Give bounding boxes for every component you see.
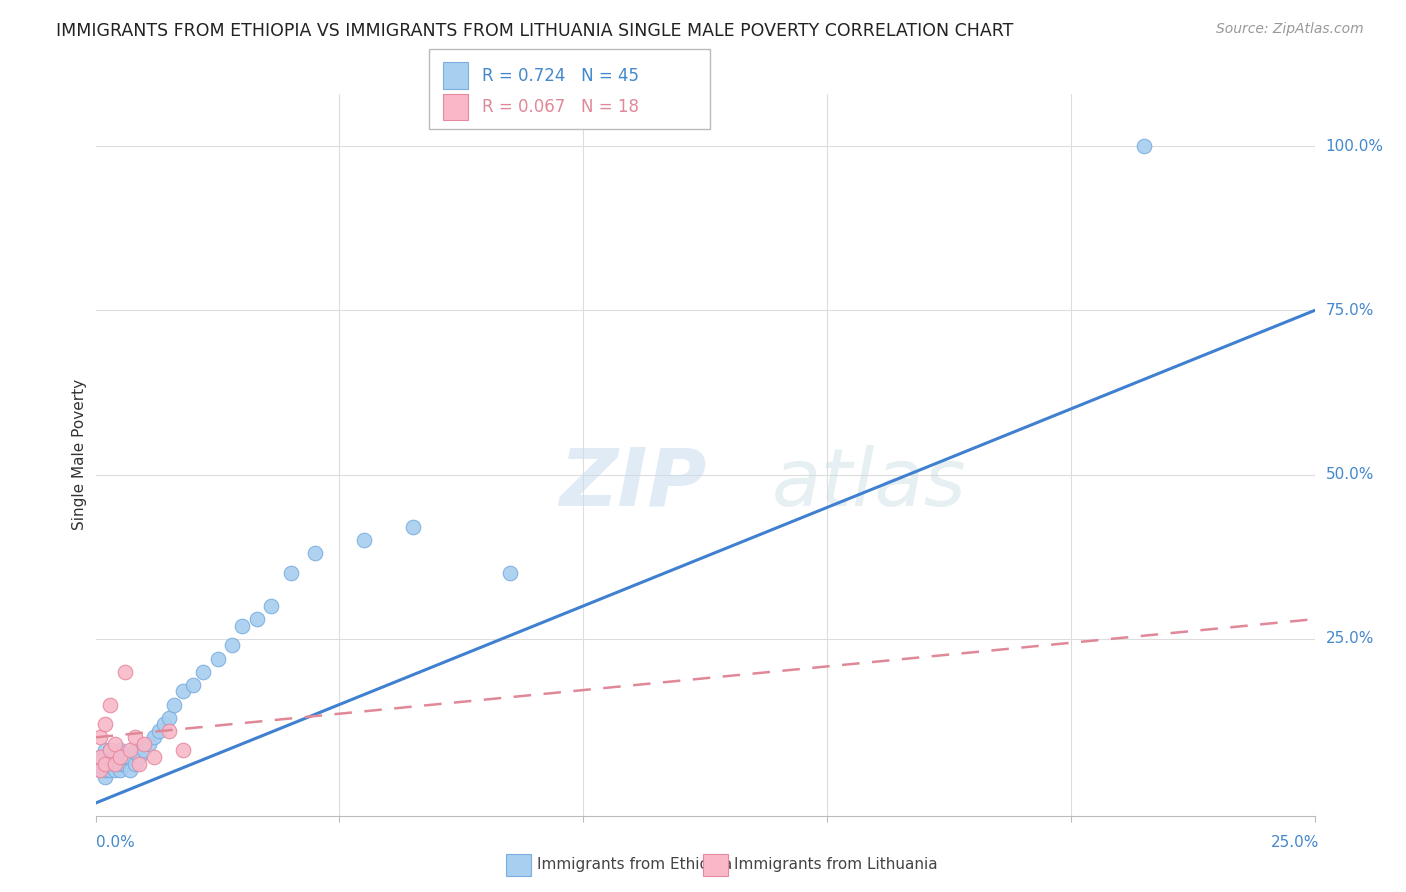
Point [207, 651, 229, 665]
Point [143, 750, 166, 764]
Point [118, 763, 141, 777]
Point [157, 711, 180, 725]
Point [94, 763, 117, 777]
Point [1133, 139, 1156, 153]
Point [108, 750, 131, 764]
Point [138, 737, 160, 751]
Point [98, 750, 121, 764]
Point [124, 756, 146, 771]
Point [104, 737, 127, 751]
Point [124, 731, 146, 745]
Point [89, 731, 111, 745]
Point [221, 639, 243, 653]
Point [104, 756, 127, 771]
Point [134, 743, 156, 757]
Point [89, 763, 111, 777]
Point [94, 756, 117, 771]
Text: Immigrants from Lithuania: Immigrants from Lithuania [734, 857, 938, 871]
Point [172, 743, 194, 757]
Text: 0.0%: 0.0% [96, 836, 135, 850]
Point [401, 520, 423, 534]
Point [134, 737, 156, 751]
Point [108, 756, 131, 771]
Point [157, 723, 180, 738]
Point [114, 665, 136, 679]
Point [172, 684, 194, 698]
Point [124, 743, 146, 757]
Point [280, 566, 302, 581]
Point [118, 743, 141, 757]
Point [89, 750, 111, 764]
Text: 100.0%: 100.0% [1326, 139, 1384, 153]
Point [231, 618, 253, 632]
Text: ZIP: ZIP [558, 445, 706, 523]
Point [181, 678, 204, 692]
Point [162, 698, 184, 712]
Point [89, 756, 111, 771]
Point [153, 717, 176, 731]
Point [128, 750, 150, 764]
Point [108, 743, 131, 757]
Point [94, 743, 117, 757]
Point [143, 731, 166, 745]
Point [98, 756, 121, 771]
Point [104, 750, 127, 764]
Point [98, 763, 121, 777]
Point [114, 750, 136, 764]
Text: R = 0.067   N = 18: R = 0.067 N = 18 [482, 98, 640, 116]
Point [94, 756, 117, 771]
Text: R = 0.724   N = 45: R = 0.724 N = 45 [482, 67, 640, 85]
Point [118, 750, 141, 764]
Point [94, 770, 117, 784]
Point [104, 763, 127, 777]
Text: 75.0%: 75.0% [1326, 303, 1374, 318]
Point [353, 533, 375, 548]
Point [148, 723, 170, 738]
Point [98, 743, 121, 757]
Text: IMMIGRANTS FROM ETHIOPIA VS IMMIGRANTS FROM LITHUANIA SINGLE MALE POVERTY CORREL: IMMIGRANTS FROM ETHIOPIA VS IMMIGRANTS F… [56, 22, 1014, 40]
Text: 25.0%: 25.0% [1326, 632, 1374, 647]
Point [260, 599, 283, 613]
Point [89, 763, 111, 777]
Text: Immigrants from Ethiopia: Immigrants from Ethiopia [537, 857, 733, 871]
Text: atlas: atlas [772, 445, 967, 523]
Point [94, 717, 117, 731]
Text: 25.0%: 25.0% [1271, 836, 1319, 850]
Point [304, 546, 326, 560]
Point [89, 750, 111, 764]
Point [108, 763, 131, 777]
Point [191, 665, 214, 679]
Point [104, 756, 127, 771]
Point [499, 566, 522, 581]
Point [98, 698, 121, 712]
Point [245, 612, 267, 626]
Point [98, 743, 121, 757]
Text: 50.0%: 50.0% [1326, 467, 1374, 482]
Point [128, 756, 150, 771]
Y-axis label: Single Male Poverty: Single Male Poverty [72, 379, 87, 531]
Point [114, 756, 136, 771]
Text: Source: ZipAtlas.com: Source: ZipAtlas.com [1216, 22, 1364, 37]
